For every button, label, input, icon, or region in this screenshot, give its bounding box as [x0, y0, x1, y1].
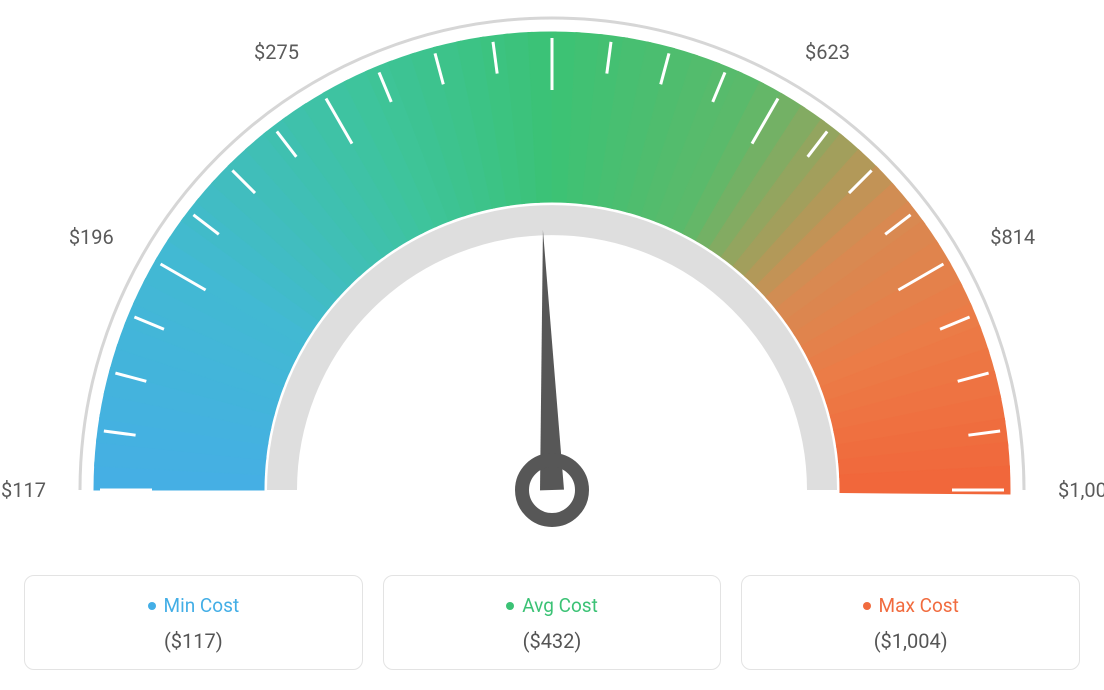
legend-value-avg: ($432) — [394, 629, 711, 653]
gauge-tick-label: $196 — [69, 225, 114, 249]
legend-title-text: Avg Cost — [522, 594, 598, 617]
legend-row: Min Cost ($117) Avg Cost ($432) Max Cost… — [0, 575, 1104, 670]
legend-title-text: Min Cost — [164, 594, 240, 617]
gauge-svg — [0, 0, 1104, 555]
legend-title-min: Min Cost — [148, 594, 240, 617]
legend-value-min: ($117) — [35, 629, 352, 653]
legend-value-max: ($1,004) — [752, 629, 1069, 653]
dot-icon — [863, 602, 871, 610]
legend-card-avg: Avg Cost ($432) — [383, 575, 722, 670]
gauge-tick-label: $623 — [805, 40, 850, 64]
legend-title-avg: Avg Cost — [506, 594, 598, 617]
legend-title-text: Max Cost — [879, 594, 959, 617]
gauge-tick-label: $275 — [254, 40, 299, 64]
legend-title-max: Max Cost — [863, 594, 959, 617]
gauge-chart: $117$196$275$432$623$814$1,004 — [0, 0, 1104, 555]
dot-icon — [506, 602, 514, 610]
legend-card-max: Max Cost ($1,004) — [741, 575, 1080, 670]
dot-icon — [148, 602, 156, 610]
gauge-tick-label: $117 — [1, 478, 46, 502]
gauge-tick-label: $814 — [990, 225, 1035, 249]
gauge-tick-label: $1,004 — [1058, 478, 1104, 502]
legend-card-min: Min Cost ($117) — [24, 575, 363, 670]
